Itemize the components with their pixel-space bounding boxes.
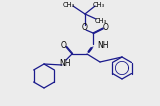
Text: CH₃: CH₃	[93, 2, 105, 8]
Text: O: O	[82, 22, 88, 31]
Polygon shape	[87, 46, 93, 54]
Text: NH: NH	[97, 40, 108, 50]
Text: O: O	[61, 40, 67, 50]
Text: O: O	[103, 22, 109, 31]
Text: NH: NH	[59, 59, 71, 68]
Text: CH₃: CH₃	[95, 18, 107, 24]
Text: CH₃: CH₃	[63, 2, 75, 8]
